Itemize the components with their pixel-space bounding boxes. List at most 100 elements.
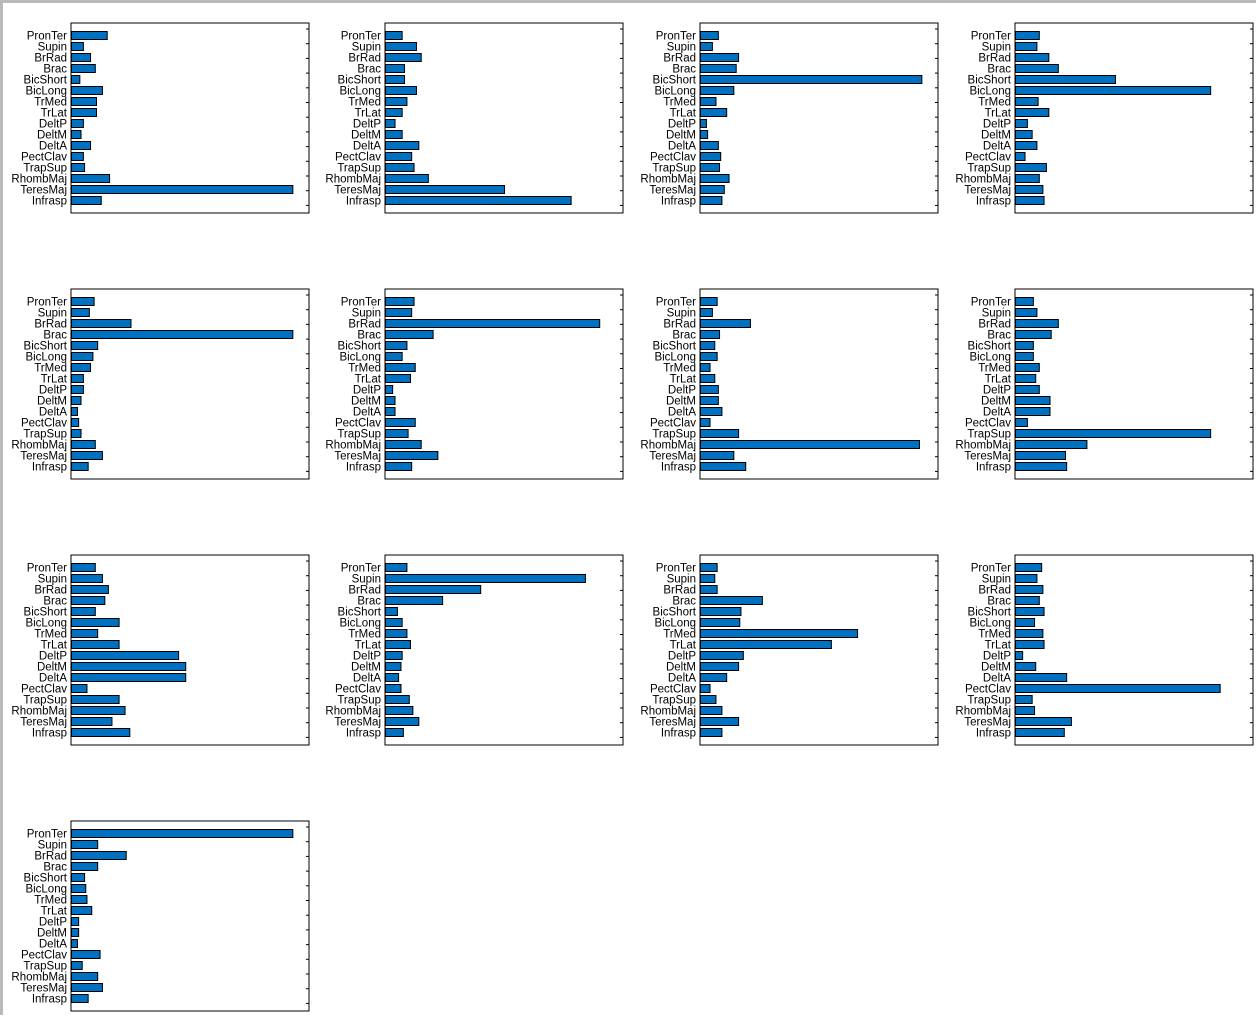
bar-TrMed <box>71 629 99 638</box>
bar-Infrasp <box>700 728 723 737</box>
category-label: TrapSup <box>652 163 696 175</box>
category-label: TrLat <box>355 374 382 386</box>
category-label: BicShort <box>653 607 697 619</box>
bar-BicLong <box>385 86 417 95</box>
bar-TrapSup <box>71 695 120 704</box>
category-label: TrLat <box>670 108 697 120</box>
bar-Infrasp <box>385 196 572 205</box>
bar-TrapSup <box>71 163 86 172</box>
category-label: RhombMaj <box>955 440 1011 452</box>
category-label: TrMed <box>34 363 67 375</box>
category-label: BrRad <box>663 585 696 597</box>
category-label: PectClav <box>21 950 67 962</box>
category-label: Infrasp <box>346 728 381 740</box>
bar-TrapSup <box>1015 163 1047 172</box>
bar-Supin <box>1015 308 1038 317</box>
category-label: PectClav <box>650 418 696 430</box>
category-label: TrLat <box>670 640 697 652</box>
category-label: PectClav <box>21 684 67 696</box>
bar-Supin <box>1015 42 1038 51</box>
bar-Supin <box>385 574 586 583</box>
bar-BicLong <box>1015 86 1212 95</box>
category-label: Brac <box>357 64 381 76</box>
category-label: TrMed <box>348 97 381 109</box>
bar-Supin <box>71 308 90 317</box>
category-label: BicShort <box>338 75 382 87</box>
category-label: TrMed <box>34 629 67 641</box>
bar-PectClav <box>1015 152 1026 161</box>
category-label: BicLong <box>339 352 381 364</box>
bar-TrMed <box>385 629 408 638</box>
category-label: BicShort <box>968 341 1012 353</box>
bar-BrRad <box>700 319 751 328</box>
bar-DeltM <box>700 396 719 405</box>
bar-PronTer <box>385 563 408 572</box>
category-label: DeltP <box>39 119 67 131</box>
bar-TrapSup <box>1015 429 1212 438</box>
bar-DeltM <box>385 130 403 139</box>
bar-BicLong <box>71 352 94 361</box>
category-label: Supin <box>982 574 1011 586</box>
bar-RhombMaj <box>71 440 96 449</box>
category-label: TrLat <box>985 640 1012 652</box>
chart-panel-8: PronTerSupinBrRadBracBicShortBicLongTrMe… <box>955 288 1254 480</box>
bar-DeltA <box>700 141 719 150</box>
category-label: PronTer <box>656 563 696 575</box>
plot-area <box>384 288 624 480</box>
plot-area <box>70 288 310 480</box>
category-label: Supin <box>352 574 381 586</box>
category-label: BicShort <box>338 341 382 353</box>
category-label: TrLat <box>41 640 68 652</box>
category-label: DeltM <box>666 396 696 408</box>
plot-area <box>699 22 939 214</box>
bar-DeltA <box>71 673 187 682</box>
bar-BrRad <box>71 319 132 328</box>
bar-Brac <box>700 64 737 73</box>
category-label: BrRad <box>978 585 1011 597</box>
bar-Supin <box>71 42 84 51</box>
bar-RhombMaj <box>1015 174 1040 183</box>
category-label: TeresMaj <box>334 185 381 197</box>
category-label: Brac <box>987 330 1011 342</box>
category-label: TeresMaj <box>20 717 67 729</box>
category-label: DeltA <box>983 673 1011 685</box>
category-label: TeresMaj <box>649 185 696 197</box>
category-label: Supin <box>667 42 696 54</box>
plot-area <box>70 820 310 1012</box>
category-label: BicLong <box>969 86 1011 98</box>
bar-DeltM <box>700 130 709 139</box>
bar-DeltA <box>71 407 78 416</box>
bar-PronTer <box>700 297 718 306</box>
category-label: DeltP <box>39 651 67 663</box>
bar-TrLat <box>700 640 832 649</box>
category-label: DeltM <box>351 130 381 142</box>
chart-panel-3: PronTerSupinBrRadBracBicShortBicLongTrMe… <box>640 22 939 214</box>
bar-Brac <box>71 64 96 73</box>
bar-Infrasp <box>1015 728 1065 737</box>
bar-BicShort <box>71 607 96 616</box>
bar-BicShort <box>71 341 99 350</box>
category-label: Infrasp <box>346 462 381 474</box>
bar-BicShort <box>700 341 716 350</box>
category-label: DeltM <box>37 662 67 674</box>
bar-TrMed <box>700 363 711 372</box>
category-label: BicShort <box>968 607 1012 619</box>
bar-TrMed <box>700 629 859 638</box>
bar-TrLat <box>385 108 403 117</box>
bar-DeltP <box>1015 385 1040 394</box>
bar-PectClav <box>71 418 80 427</box>
category-label: TrMed <box>34 895 67 907</box>
bar-TeresMaj <box>1015 185 1044 194</box>
category-label: Brac <box>43 64 67 76</box>
category-label: BicShort <box>24 75 68 87</box>
bar-BicLong <box>700 352 718 361</box>
bar-Brac <box>385 64 406 73</box>
category-label: PectClav <box>965 684 1011 696</box>
bar-Supin <box>1015 574 1038 583</box>
bar-BrRad <box>71 851 127 860</box>
bar-DeltA <box>385 673 400 682</box>
category-label: RhombMaj <box>640 706 696 718</box>
bar-DeltP <box>71 385 84 394</box>
category-label: PectClav <box>650 684 696 696</box>
